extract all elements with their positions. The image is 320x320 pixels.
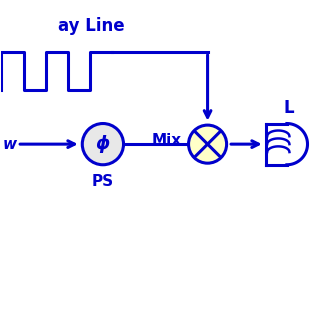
Circle shape [82,124,124,165]
Text: ϕ: ϕ [96,135,110,153]
Text: w: w [3,137,17,152]
Circle shape [188,125,227,163]
Text: L: L [283,99,294,117]
Text: PS: PS [92,174,114,189]
Text: Mix: Mix [152,133,182,148]
Text: ay Line: ay Line [59,17,125,35]
